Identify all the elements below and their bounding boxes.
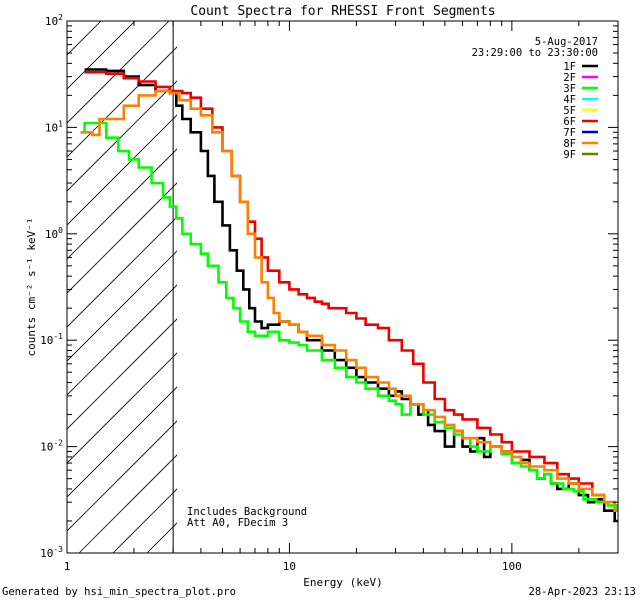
axis-ticks: 1 10 100 102 101 100 10-1 10-2 10-3 (40, 13, 619, 573)
footer-generator: Generated by hsi_min_spectra_plot.pro (2, 586, 236, 598)
y-tick-label: 10-1 (40, 332, 63, 347)
legend-label: 2F (563, 72, 576, 84)
hatch-line (67, 420, 177, 532)
series-1F (84, 68, 618, 523)
hatch-line (215, 21, 640, 553)
hatch-line (67, 284, 177, 396)
legend-label: 3F (563, 83, 576, 95)
series-6F (84, 70, 618, 512)
hatch-line (67, 148, 177, 260)
hatch-line (78, 454, 177, 553)
legend-label: 7F (563, 127, 576, 139)
legend-label: 4F (563, 94, 576, 106)
series-3F (80, 121, 618, 512)
y-tick-label: 10-2 (40, 439, 63, 454)
chart-title: Count Spectra for RHESSI Front Segments (190, 4, 495, 19)
legend-label: 5F (563, 105, 576, 117)
hatch-line (67, 114, 177, 226)
hatch-line (67, 318, 177, 430)
y-axis-label: counts cm⁻² s⁻¹ keV⁻¹ (25, 217, 38, 356)
hatch-line (67, 182, 177, 294)
annotation-background: Includes Background (187, 506, 307, 518)
hatch-line (67, 386, 177, 498)
x-tick-label: 1 (64, 560, 71, 573)
chart-time-range: 23:29:00 to 23:30:00 (472, 47, 598, 59)
y-tick-label: 101 (45, 119, 63, 134)
hatch-line (67, 250, 177, 362)
hatched-region (67, 21, 640, 553)
legend-label: 6F (563, 116, 576, 128)
plot-frame (66, 20, 619, 554)
legend-label: 1F (563, 61, 576, 73)
legend-label: 8F (563, 138, 576, 150)
legend-label: 9F (563, 149, 576, 161)
hatch-line (67, 21, 170, 124)
annotation-attenuator: Att A0, FDecim 3 (187, 517, 288, 529)
y-tick-label: 102 (45, 13, 63, 28)
hatch-line (249, 21, 640, 553)
series-layer (80, 68, 618, 523)
hatch-line (67, 216, 177, 328)
x-axis-label: Energy (keV) (303, 576, 382, 589)
series-8F (80, 89, 618, 512)
hatch-line (67, 80, 177, 192)
chart-date: 5-Aug-2017 (535, 36, 598, 48)
footer-timestamp: 28-Apr-2023 23:13 (529, 586, 636, 598)
x-tick-label: 100 (502, 560, 522, 573)
hatch-line (67, 21, 102, 56)
y-tick-label: 10-3 (40, 545, 63, 560)
y-tick-label: 100 (45, 226, 63, 241)
hatch-line (67, 46, 177, 158)
x-tick-label: 10 (283, 560, 296, 573)
hatch-line (67, 352, 177, 464)
